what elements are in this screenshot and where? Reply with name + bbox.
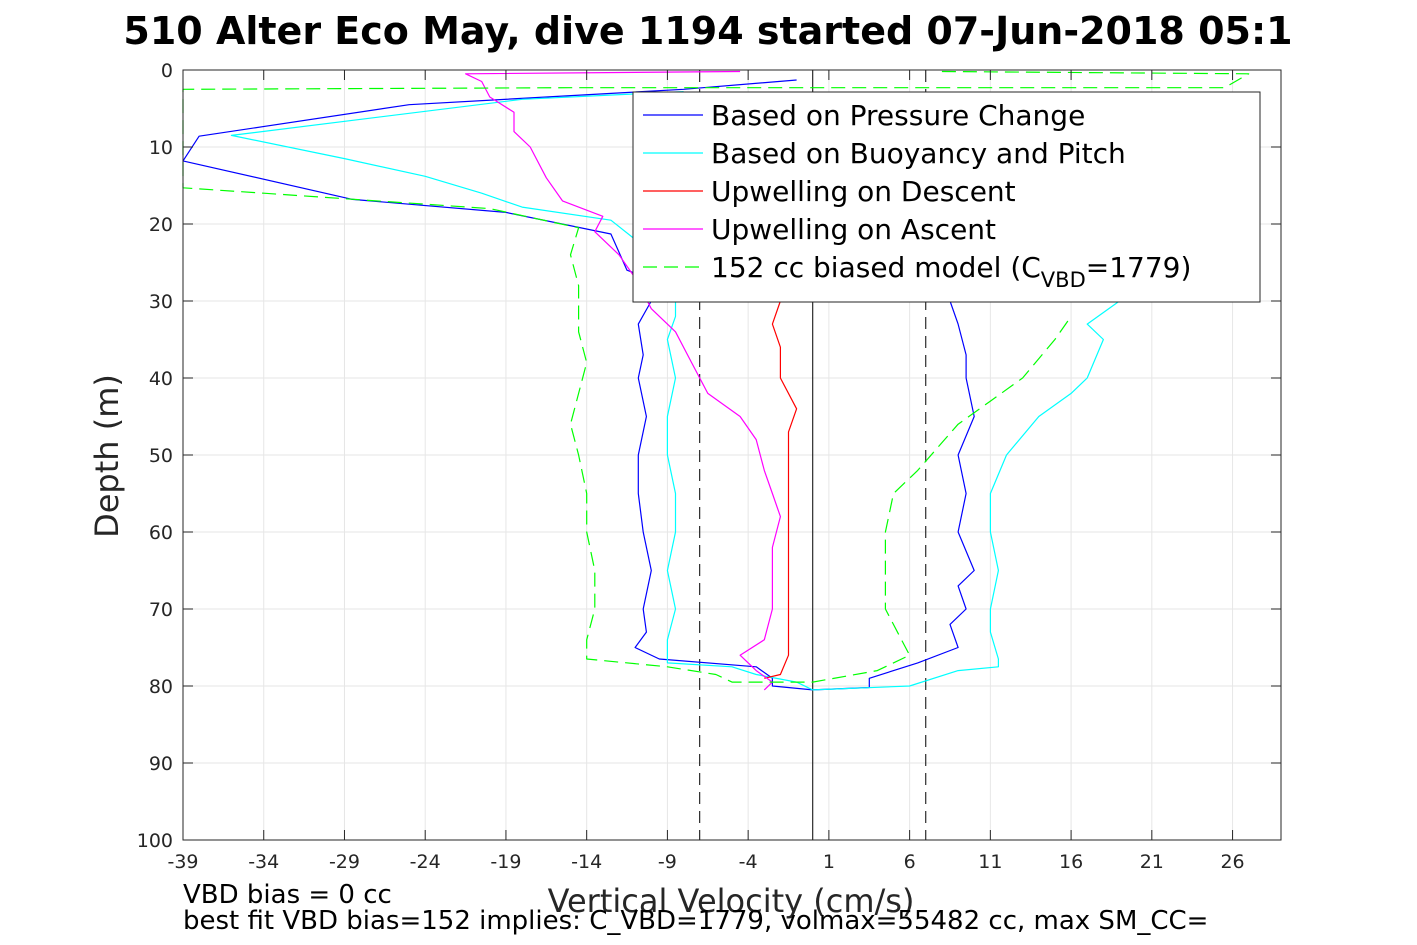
x-tick-label: -9 <box>658 851 677 873</box>
legend-entry: 152 cc biased model (CVBD=1779) <box>711 251 1191 292</box>
x-tick-label: -29 <box>329 851 360 873</box>
legend-entry: Based on Pressure Change <box>711 99 1085 132</box>
y-tick-label: 20 <box>149 214 173 236</box>
legend: Based on Pressure Change Based on Buoyanc… <box>632 91 1261 303</box>
x-tick-label: -14 <box>571 851 602 873</box>
y-axis-label: Depth (m) <box>88 374 126 538</box>
y-tick-label: 0 <box>161 60 173 82</box>
legend-entry: Upwelling on Ascent <box>711 213 996 246</box>
y-tick-label: 30 <box>149 291 173 313</box>
series-line <box>182 70 1250 683</box>
x-tick-label: 11 <box>978 851 1002 873</box>
x-tick-label: 16 <box>1059 851 1083 873</box>
y-tick-label: 50 <box>149 445 173 467</box>
x-tick-label: 26 <box>1220 851 1244 873</box>
legend-entry: Upwelling on Descent <box>711 175 1016 208</box>
x-tick-label: -4 <box>739 851 758 873</box>
footnote-best-fit: best fit VBD bias=152 implies: C_VBD=177… <box>183 906 1208 936</box>
y-tick-label: 70 <box>149 599 173 621</box>
x-axis-label: Vertical Velocity (cm/s) <box>548 882 915 920</box>
axis-ticks: -39 -34 -29 -24 -19 -14 -9 -4 1 6 11 16 21 2601020304… <box>137 60 1281 873</box>
y-tick-label: 60 <box>149 522 173 544</box>
legend-box <box>632 91 1261 303</box>
x-tick-label: -19 <box>490 851 521 873</box>
legend-entry: Based on Buoyancy and Pitch <box>711 137 1126 170</box>
series-line <box>764 300 798 679</box>
y-tick-label: 10 <box>149 137 173 159</box>
y-tick-label: 90 <box>149 753 173 775</box>
series-line <box>182 79 975 691</box>
y-tick-label: 80 <box>149 676 173 698</box>
data-series <box>182 70 1250 691</box>
series-line <box>465 70 782 691</box>
x-tick-label: 6 <box>904 851 916 873</box>
x-tick-label: 21 <box>1140 851 1164 873</box>
series-line <box>230 91 1120 691</box>
chart-title: 510 Alter Eco May, dive 1194 started 07-… <box>123 9 1292 53</box>
footnote-vbd-bias: VBD bias = 0 cc <box>183 880 392 910</box>
x-tick-label: -34 <box>248 851 279 873</box>
y-tick-label: 40 <box>149 368 173 390</box>
x-tick-label: -24 <box>410 851 441 873</box>
x-tick-label: 1 <box>823 851 835 873</box>
y-tick-label: 100 <box>137 830 173 852</box>
x-tick-label: -39 <box>167 851 198 873</box>
